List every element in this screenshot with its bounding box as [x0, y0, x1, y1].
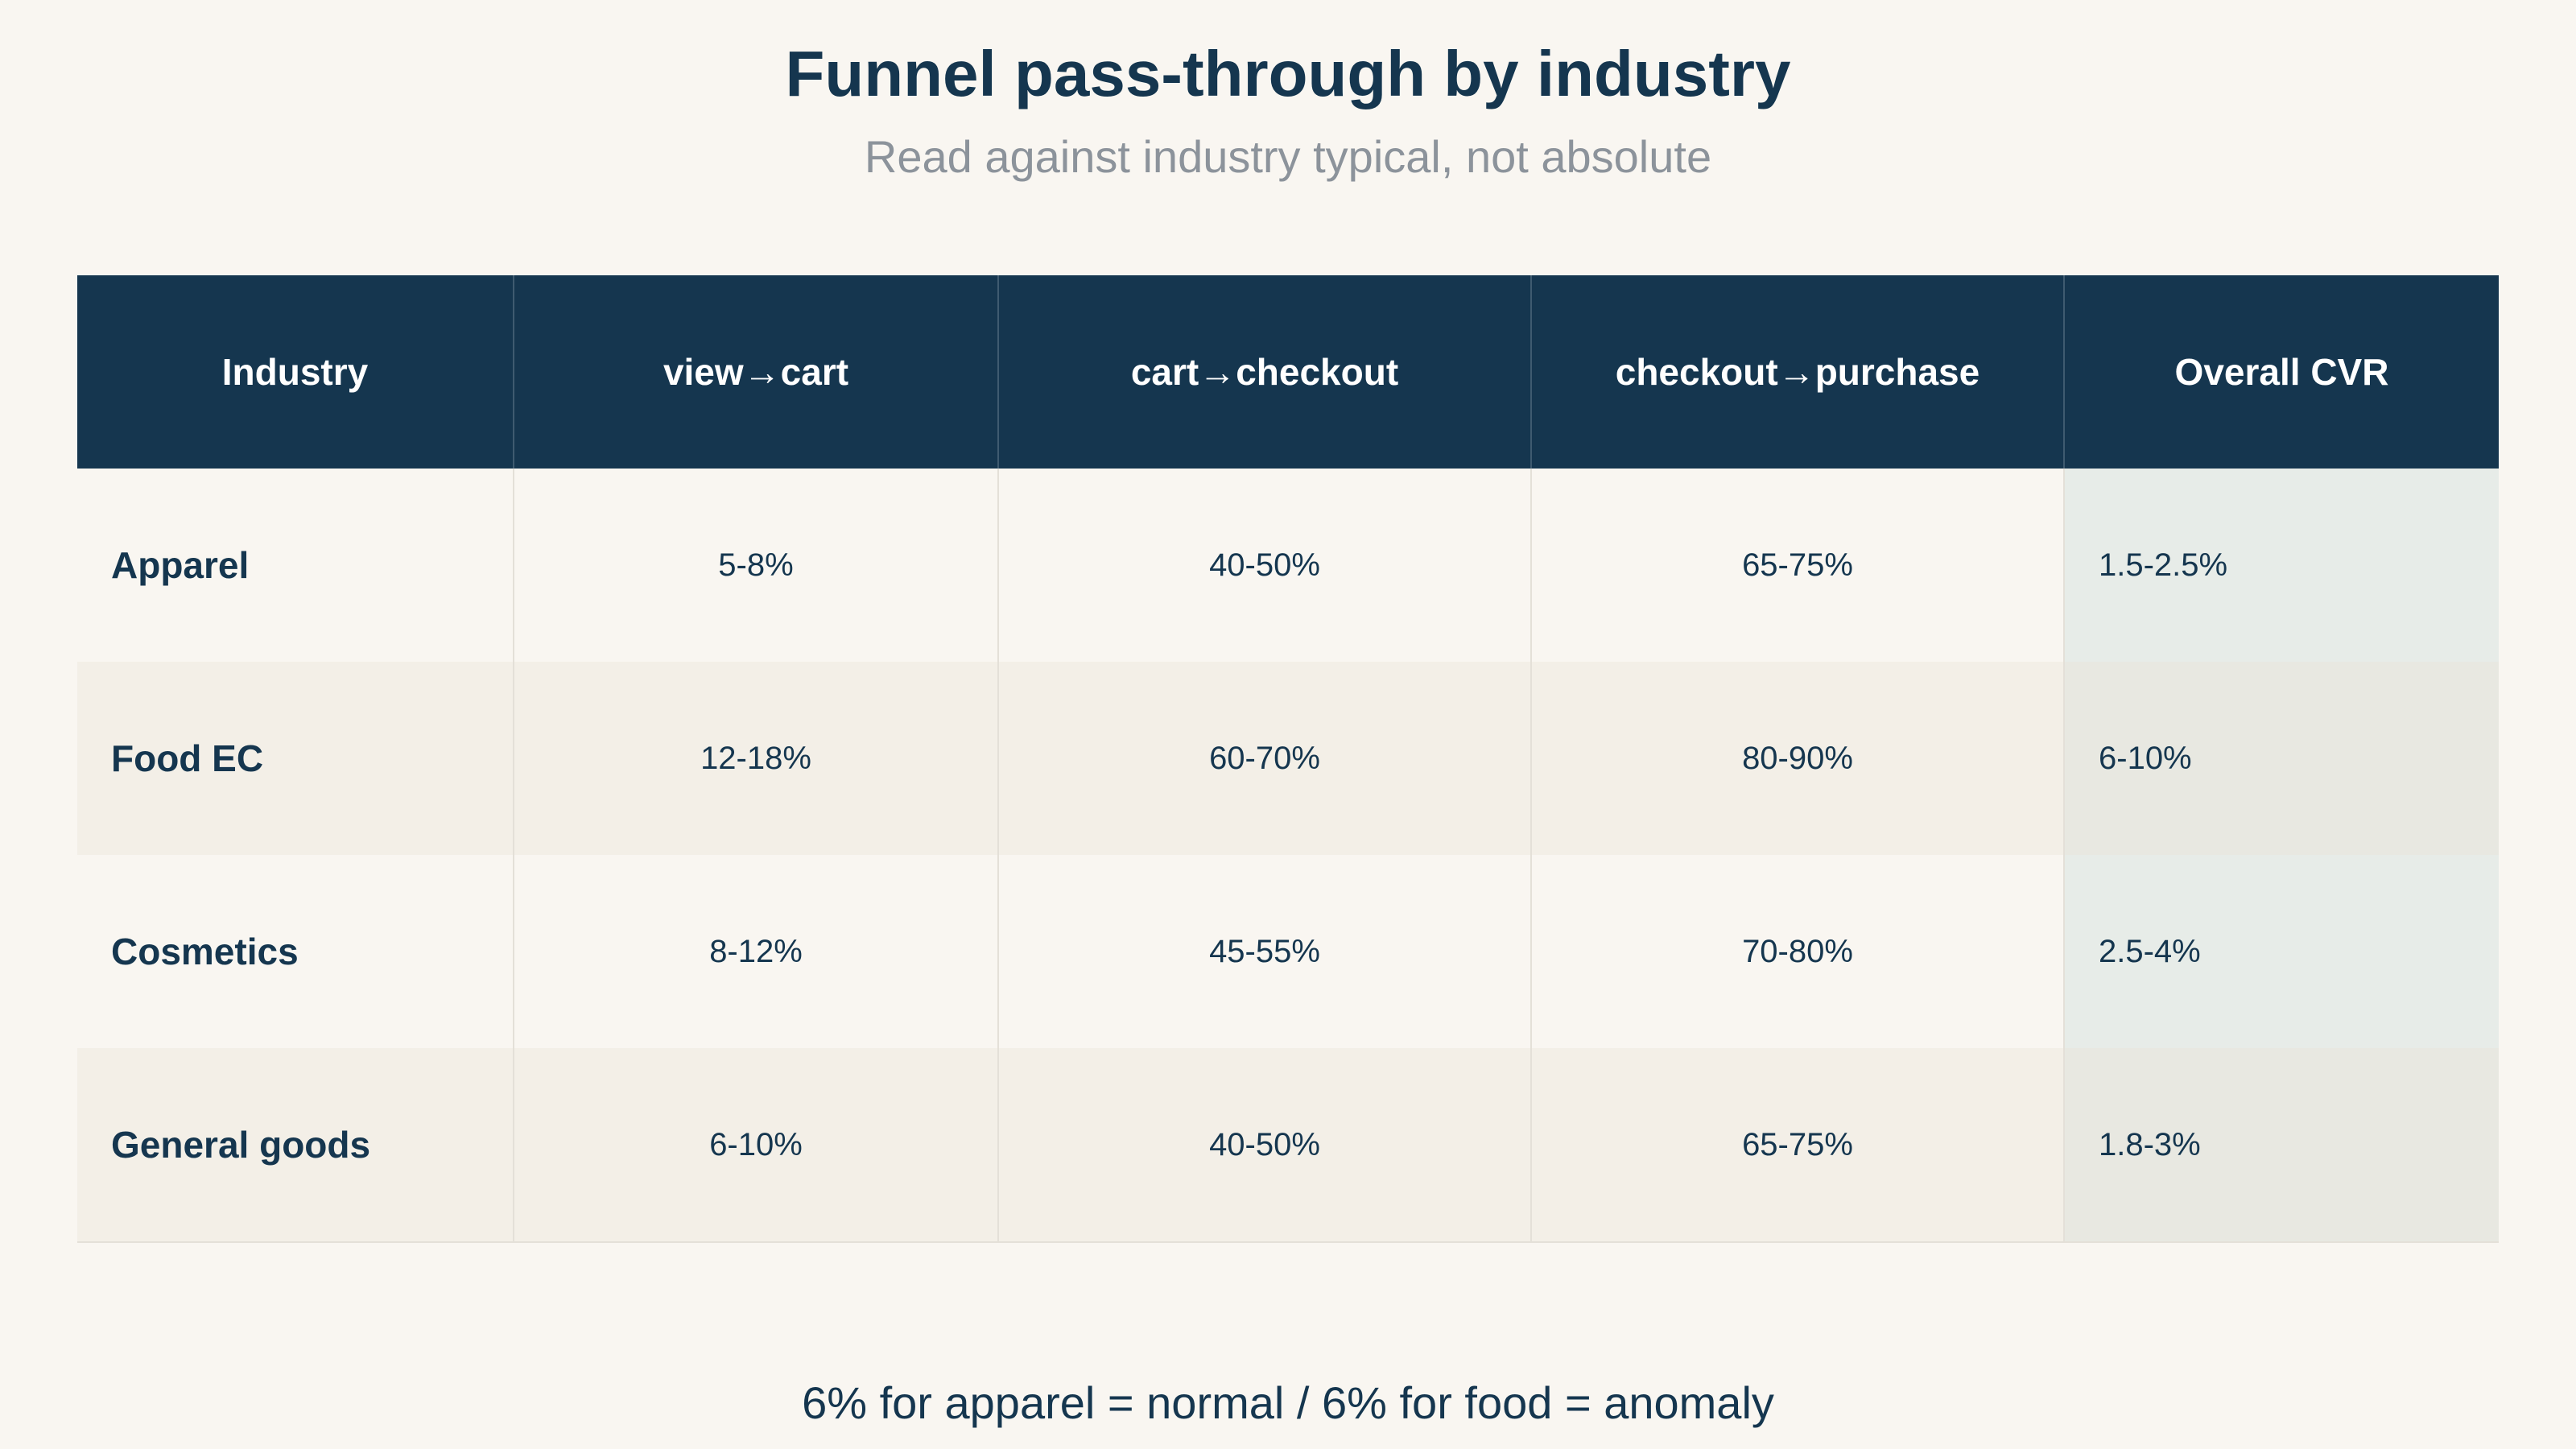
cart-checkout-cell: 60-70%	[998, 662, 1532, 855]
checkout-purchase-cell: 65-75%	[1531, 1048, 2065, 1243]
column-header-overall-cvr: Overall CVR	[2064, 275, 2499, 469]
overall-cvr-cell: 1.8-3%	[2064, 1048, 2499, 1243]
table-row: Apparel 5-8% 40-50% 65-75% 1.5-2.5%	[77, 469, 2499, 662]
industry-cell: Food EC	[77, 662, 514, 855]
view-cart-cell: 8-12%	[514, 855, 999, 1048]
view-cart-cell: 5-8%	[514, 469, 999, 662]
checkout-purchase-cell: 65-75%	[1531, 469, 2065, 662]
view-cart-cell: 6-10%	[514, 1048, 999, 1243]
industry-cell: Cosmetics	[77, 855, 514, 1048]
overall-cvr-cell: 2.5-4%	[2064, 855, 2499, 1048]
table-row: Food EC 12-18% 60-70% 80-90% 6-10%	[77, 662, 2499, 855]
page-subtitle: Read against industry typical, not absol…	[864, 131, 1712, 182]
funnel-table: Industry view→cart cart→checkout checkou…	[77, 275, 2499, 1243]
column-header-cart-checkout: cart→checkout	[998, 275, 1532, 469]
table-header-row: Industry view→cart cart→checkout checkou…	[77, 275, 2499, 469]
checkout-purchase-cell: 70-80%	[1531, 855, 2065, 1048]
cart-checkout-cell: 40-50%	[998, 469, 1532, 662]
cart-checkout-cell: 45-55%	[998, 855, 1532, 1048]
overall-cvr-cell: 6-10%	[2064, 662, 2499, 855]
checkout-purchase-cell: 80-90%	[1531, 662, 2065, 855]
page-title: Funnel pass-through by industry	[785, 38, 1791, 109]
footnote: 6% for apparel = normal / 6% for food = …	[802, 1377, 1774, 1428]
industry-cell: General goods	[77, 1048, 514, 1243]
cart-checkout-cell: 40-50%	[998, 1048, 1532, 1243]
column-header-view-cart: view→cart	[514, 275, 999, 469]
overall-cvr-cell: 1.5-2.5%	[2064, 469, 2499, 662]
column-header-checkout-purchase: checkout→purchase	[1531, 275, 2065, 469]
view-cart-cell: 12-18%	[514, 662, 999, 855]
column-header-industry: Industry	[77, 275, 514, 469]
table-row: General goods 6-10% 40-50% 65-75% 1.8-3%	[77, 1048, 2499, 1243]
table-row: Cosmetics 8-12% 45-55% 70-80% 2.5-4%	[77, 855, 2499, 1048]
industry-cell: Apparel	[77, 469, 514, 662]
